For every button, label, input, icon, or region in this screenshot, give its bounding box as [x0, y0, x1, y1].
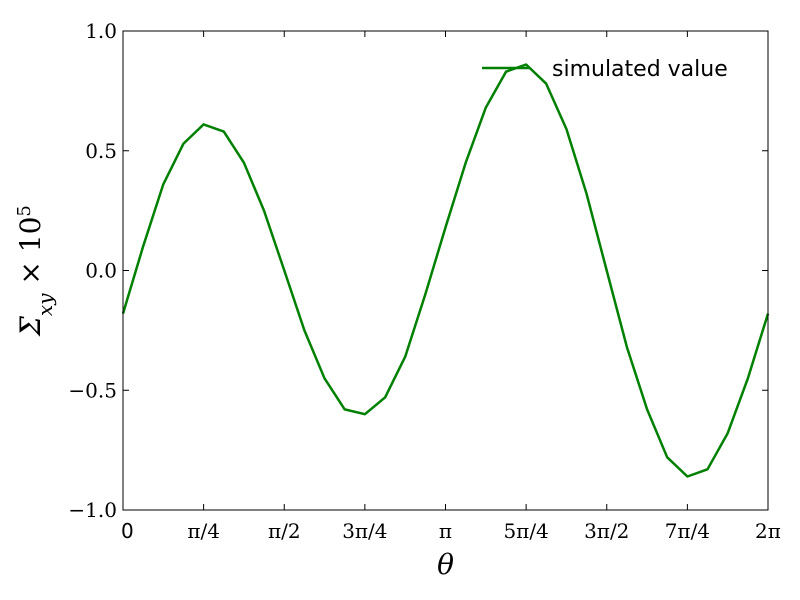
y-axis-label: Σxy × 105 [14, 205, 58, 337]
x-tick-label: 2π [755, 519, 781, 543]
x-tick-label: 3π/4 [342, 519, 387, 543]
y-label-sup: 5 [14, 205, 35, 216]
x-tick-label: 0 [121, 519, 134, 543]
x-tick-label: π/4 [187, 519, 220, 543]
y-tick-label: −0.5 [68, 378, 117, 402]
x-tick-label: π/2 [268, 519, 301, 543]
legend-label: simulated value [552, 57, 728, 82]
y-label-times: × 10 [14, 217, 47, 294]
data-layer [121, 63, 770, 478]
x-tick-label: 3π/2 [584, 519, 629, 543]
ticks-layer [122, 30, 769, 511]
x-tick-label: π [439, 519, 452, 543]
y-tick-label: 0.5 [85, 139, 117, 163]
x-tick-label: 7π/4 [665, 519, 710, 543]
y-tick-label: 1.0 [85, 19, 117, 43]
y-tick-label: −1.0 [68, 498, 117, 522]
labels-layer: 0 π/4 π/2 3π/4 π 5π/4 3π/2 7π/4 2π 1.0 0.5 0.0 −0.5 −… [68, 19, 781, 543]
y-label-sub: xy [33, 293, 57, 316]
x-axis-label: θ [437, 548, 454, 581]
y-tick-label: 0.0 [85, 259, 117, 283]
axes-frame [122, 30, 769, 511]
series-line [121, 63, 770, 478]
legend: simulated value [482, 57, 728, 82]
x-tick-label: 5π/4 [503, 519, 548, 543]
y-label-base: Σ [14, 316, 47, 337]
